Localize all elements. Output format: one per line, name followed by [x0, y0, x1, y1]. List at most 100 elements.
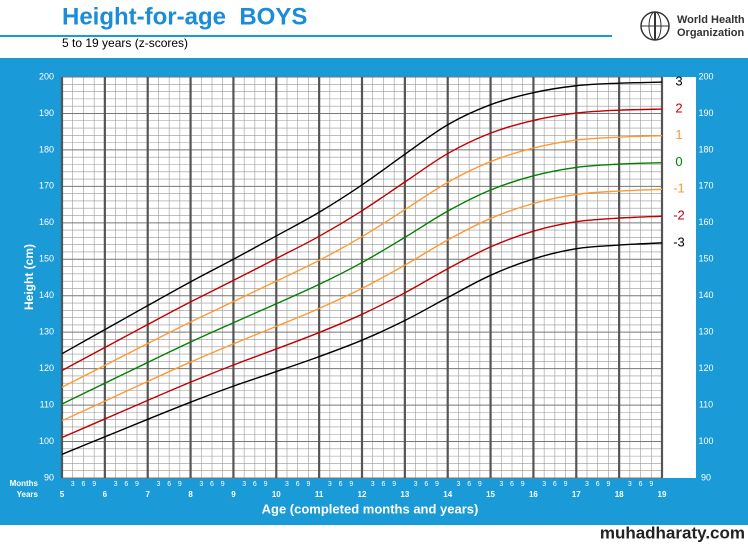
month-tick-label: 6	[210, 481, 214, 488]
y-tick-label-right: 100	[698, 436, 713, 446]
y-tick-label-right: 180	[698, 144, 713, 154]
month-tick-label: 3	[542, 481, 546, 488]
month-tick-label: 9	[521, 481, 525, 488]
month-tick-label: 3	[114, 481, 118, 488]
month-tick-label: 9	[221, 481, 225, 488]
month-tick-label: 9	[649, 481, 653, 488]
series-line	[61, 108, 663, 372]
series-label: 1	[675, 127, 682, 142]
subtitle: 5 to 19 years (z-scores)	[62, 36, 188, 50]
y-tick-label: 160	[39, 217, 54, 227]
x-tick-label: 12	[358, 490, 367, 499]
month-tick-label: 6	[553, 481, 557, 488]
x-tick-label: 11	[315, 490, 324, 499]
month-tick-label: 9	[564, 481, 568, 488]
series-line	[61, 81, 663, 355]
y-tick-label-right: 200	[698, 71, 713, 81]
x-axis-label: Age (completed months and years)	[262, 501, 479, 516]
month-tick-label: 3	[585, 481, 589, 488]
month-tick-label: 9	[306, 481, 310, 488]
series-label: -3	[673, 234, 685, 249]
x-tick-label: 7	[145, 490, 150, 499]
y-axis-label: Height (cm)	[22, 244, 36, 310]
month-tick-label: 6	[253, 481, 257, 488]
y-tick-label: 140	[39, 290, 54, 300]
y-tick-label-right: 140	[698, 290, 713, 300]
organization: World Health	[677, 14, 745, 26]
x-tick-label: 16	[529, 490, 538, 499]
month-tick-label: 3	[628, 481, 632, 488]
x-tick-label: 18	[615, 490, 624, 499]
month-tick-label: 6	[296, 481, 300, 488]
series-line	[61, 161, 663, 405]
series-label: -1	[673, 181, 685, 196]
series-label: 0	[675, 154, 682, 169]
y-tick-label: 200	[39, 71, 54, 81]
y-tick-label-right: 130	[698, 327, 713, 337]
month-tick-label: 3	[456, 481, 460, 488]
x-tick-label: 6	[103, 490, 108, 499]
y-tick-label: 150	[39, 254, 54, 264]
month-tick-label: 3	[71, 481, 75, 488]
month-tick-label: 9	[349, 481, 353, 488]
x-tick-label: 8	[188, 490, 193, 499]
y-tick-label: 130	[39, 327, 54, 337]
series-label: 2	[675, 101, 682, 116]
month-tick-label: 3	[156, 481, 160, 488]
who-logo	[640, 11, 670, 41]
years-label: Years	[17, 490, 39, 499]
plot-area	[62, 77, 696, 478]
title: Height-for-age BOYS	[62, 3, 307, 30]
y-tick-label-right: 110	[699, 399, 713, 409]
y-tick-label-right: 170	[698, 181, 713, 191]
month-tick-label: 3	[199, 481, 203, 488]
footer: muhadharaty.com	[600, 523, 745, 542]
series-line	[61, 188, 663, 422]
month-tick-label: 9	[606, 481, 610, 488]
month-tick-label: 9	[392, 481, 396, 488]
month-tick-label: 6	[381, 481, 385, 488]
months-label: Months	[10, 479, 39, 488]
y-tick-label: 170	[39, 181, 54, 191]
month-tick-label: 3	[414, 481, 418, 488]
month-tick-label: 3	[371, 481, 375, 488]
month-tick-label: 3	[328, 481, 332, 488]
series-line	[61, 215, 663, 439]
x-tick-label: 9	[231, 490, 236, 499]
y-tick-label: 120	[39, 363, 54, 373]
month-tick-label: 9	[435, 481, 439, 488]
month-tick-label: 6	[596, 481, 600, 488]
y-tick-label: 110	[40, 399, 54, 409]
month-tick-label: 9	[92, 481, 96, 488]
y-tick-label-right: 150	[698, 254, 713, 264]
y-tick-label: 100	[39, 436, 54, 446]
month-tick-label: 6	[424, 481, 428, 488]
month-tick-label: 6	[510, 481, 514, 488]
x-tick-label: 15	[486, 490, 495, 499]
series-label: 3	[675, 74, 682, 89]
x-tick-label: 10	[272, 490, 281, 499]
month-tick-label: 6	[124, 481, 128, 488]
grid	[60, 76, 664, 479]
x-tick-label: 14	[443, 490, 452, 499]
month-tick-label: 9	[135, 481, 139, 488]
month-tick-label: 6	[339, 481, 343, 488]
y-tick-label-right: 160	[698, 217, 713, 227]
y-tick-label: 180	[39, 144, 54, 154]
month-tick-label: 3	[285, 481, 289, 488]
series-line	[61, 242, 663, 455]
month-tick-label: 6	[81, 481, 85, 488]
month-tick-label: 3	[499, 481, 503, 488]
y-tick-label: 90	[44, 472, 54, 482]
x-tick-label: 17	[572, 490, 581, 499]
month-tick-label: 9	[264, 481, 268, 488]
month-tick-label: 9	[478, 481, 482, 488]
y-tick-label: 190	[39, 108, 54, 118]
month-tick-label: 3	[242, 481, 246, 488]
series-label: -2	[673, 208, 685, 223]
month-tick-label: 6	[467, 481, 471, 488]
y-tick-label-right: 90	[701, 472, 711, 482]
x-tick-label: 5	[60, 490, 65, 499]
